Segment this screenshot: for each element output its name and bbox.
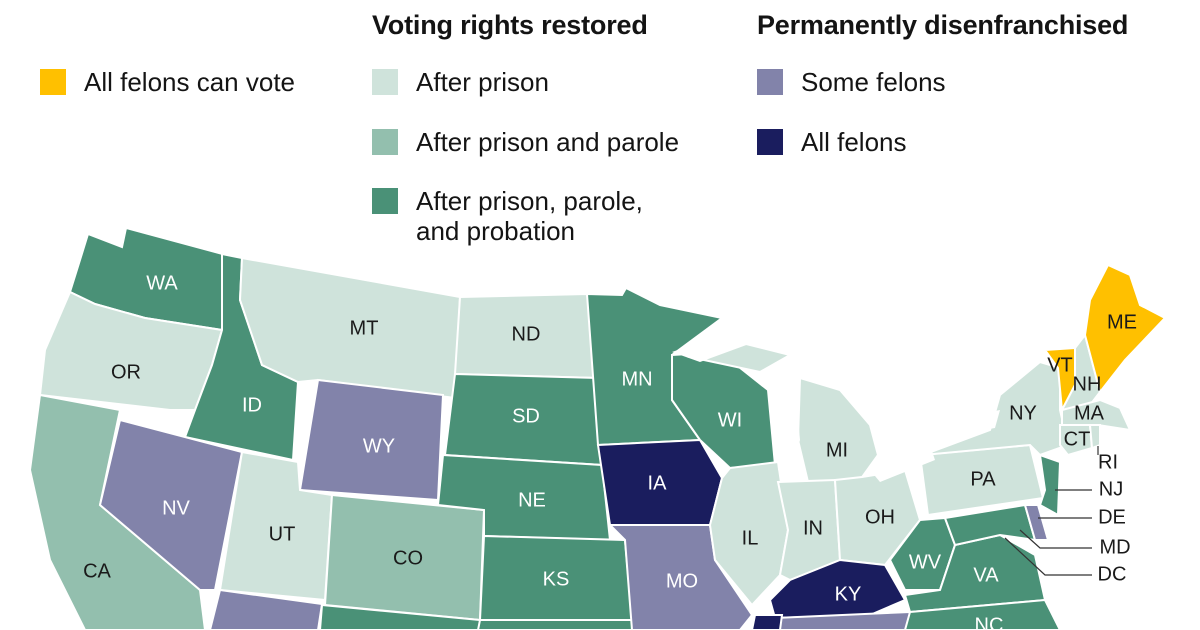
label-ky: KY <box>835 583 862 605</box>
legend-label: All felons <box>801 127 907 157</box>
label-ia: IA <box>648 472 668 494</box>
legend-item-after-prison-parole: After prison and parole <box>372 127 679 157</box>
label-wi: WI <box>718 409 742 431</box>
label-ne: NE <box>518 489 546 511</box>
state-de <box>1023 504 1050 541</box>
label-nd: ND <box>512 323 541 345</box>
label-mo: MO <box>666 570 698 592</box>
label-il: IL <box>742 527 759 549</box>
legend-item-all-felons: All felons <box>757 127 907 157</box>
legend-item-some-felons: Some felons <box>757 67 946 97</box>
label-or: OR <box>111 361 141 383</box>
state-ok <box>476 619 642 630</box>
label-wa: WA <box>146 272 178 294</box>
label-mt: MT <box>350 317 379 339</box>
label-vt: VT <box>1047 354 1073 376</box>
state-ky <box>768 558 907 620</box>
legend-item-all-vote: All felons can vote <box>40 67 295 97</box>
label-de: DE <box>1098 506 1126 528</box>
label-dc: DC <box>1098 563 1127 585</box>
label-nj: NJ <box>1099 478 1123 500</box>
legend-heading-permanent: Permanently disenfranchised <box>757 10 1129 40</box>
label-oh: OH <box>865 506 895 528</box>
state-nc <box>903 598 1062 630</box>
label-ri: RI <box>1098 451 1118 473</box>
state-ri <box>1088 424 1101 450</box>
label-in: IN <box>803 517 823 539</box>
state-me <box>1083 263 1167 395</box>
state-md <box>943 503 1037 547</box>
label-ks: KS <box>543 568 570 590</box>
label-va: VA <box>973 564 999 586</box>
label-ca: CA <box>83 560 111 582</box>
state-nv <box>98 418 244 591</box>
label-mn: MN <box>621 368 652 390</box>
state-mi <box>796 376 880 484</box>
lake-michigan <box>775 385 800 480</box>
label-id: ID <box>242 394 262 416</box>
label-mi: MI <box>826 439 848 461</box>
swatch-after-probation <box>372 188 398 214</box>
state-ca <box>28 393 207 630</box>
label-wv: WV <box>909 551 942 573</box>
legend-label: After prison, parole, and probation <box>416 186 643 246</box>
legend-item-after-prison: After prison <box>372 67 549 97</box>
label-wy: WY <box>363 435 395 457</box>
swatch-after-prison <box>372 69 398 95</box>
label-co: CO <box>393 547 423 569</box>
state-ms <box>750 614 784 630</box>
swatch-after-prison-parole <box>372 129 398 155</box>
label-md: MD <box>1099 536 1130 558</box>
swatch-all-felons <box>757 129 783 155</box>
lake-erie <box>870 445 935 482</box>
label-me: ME <box>1107 311 1137 333</box>
label-nc: NC <box>975 614 1004 630</box>
swatch-some-felons <box>757 69 783 95</box>
label-sd: SD <box>512 405 540 427</box>
legend-label: Some felons <box>801 67 946 97</box>
legend-heading-restored: Voting rights restored <box>372 10 648 40</box>
state-nj <box>1038 453 1062 517</box>
legend-label: After prison and parole <box>416 127 680 157</box>
state-az <box>208 588 324 630</box>
swatch-all-vote <box>40 69 66 95</box>
legend-label: All felons can vote <box>84 67 296 97</box>
label-nv: NV <box>162 497 190 519</box>
label-ma: MA <box>1074 402 1105 424</box>
leader-md <box>1019 529 1092 549</box>
label-pa: PA <box>970 468 996 490</box>
lake-ontario <box>950 410 1000 435</box>
label-ny: NY <box>1009 402 1037 424</box>
label-ct: CT <box>1064 428 1091 450</box>
label-ut: UT <box>269 523 296 545</box>
state-nm <box>318 603 481 630</box>
legend-label: After prison <box>416 67 549 97</box>
lake-superior <box>672 335 760 362</box>
label-nh: NH <box>1073 373 1102 395</box>
legend-item-after-probation: After prison, parole, and probation <box>372 186 643 246</box>
leader-dc <box>1004 537 1092 576</box>
state-ct <box>1059 424 1094 457</box>
